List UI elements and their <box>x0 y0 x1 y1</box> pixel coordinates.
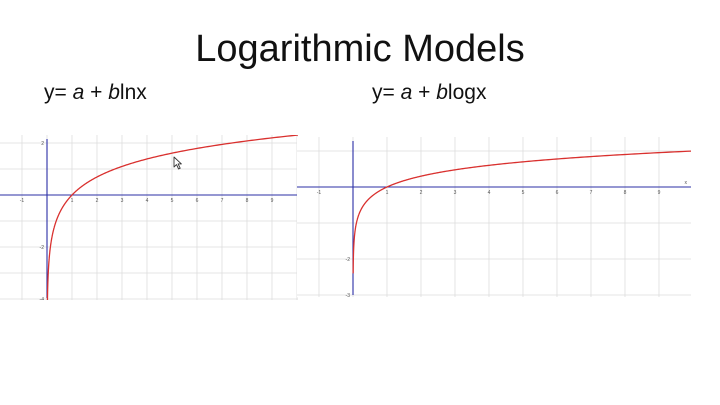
coefficient-b: b <box>108 81 120 104</box>
x-tick-label: 9 <box>658 190 661 196</box>
x-tick-label: 1 <box>386 190 389 196</box>
formula-natural-log: y= a + blnx <box>44 80 147 106</box>
slide-title: Logarithmic Models <box>195 28 525 70</box>
formula-plus: + <box>412 81 437 104</box>
x-tick-label: 9 <box>271 198 274 204</box>
y-tick-label: -4 <box>40 297 45 300</box>
y-tick-label: -3 <box>346 293 351 297</box>
x-tick-label: -1 <box>20 198 25 204</box>
x-tick-label: 6 <box>556 190 559 196</box>
x-tick-label: 5 <box>522 190 525 196</box>
formula-common-log: y= a + blogx <box>372 80 486 106</box>
y-tick-label: 2 <box>41 141 44 147</box>
x-tick-label: 3 <box>121 198 124 204</box>
x-axis-label: x <box>685 180 688 186</box>
log-curve <box>46 135 298 300</box>
x-tick-label: 2 <box>96 198 99 204</box>
x-tick-label: 8 <box>624 190 627 196</box>
y-tick-label: -2 <box>40 245 45 251</box>
log-curve <box>352 150 691 274</box>
y-tick-label: -2 <box>346 257 351 263</box>
formula-prefix: y= <box>44 81 73 104</box>
x-tick-label: 2 <box>420 190 423 196</box>
coefficient-a: a <box>400 81 413 104</box>
ln-graph-svg: -1 1 2 3 4 5 6 7 8 9 -4 -2 2 <box>0 135 298 300</box>
ln-graph: -1 1 2 3 4 5 6 7 8 9 -4 -2 2 <box>0 135 298 300</box>
x-tick-label: 8 <box>246 198 249 204</box>
x-tick-label: 3 <box>454 190 457 196</box>
grid <box>297 137 691 297</box>
grid <box>0 135 298 300</box>
x-tick-label: 6 <box>196 198 199 204</box>
coefficient-a: a <box>72 81 85 104</box>
formula-plus: + <box>84 81 109 104</box>
formula-function: lnx <box>119 81 147 104</box>
formula-function: logx <box>447 81 487 104</box>
x-tick-label: 4 <box>488 190 491 196</box>
coefficient-b: b <box>436 81 448 104</box>
mouse-cursor-icon <box>173 156 182 170</box>
formula-prefix: y= <box>372 81 401 104</box>
x-tick-label: 7 <box>221 198 224 204</box>
x-tick-label: 5 <box>171 198 174 204</box>
x-tick-label: 4 <box>146 198 149 204</box>
x-tick-label: 1 <box>71 198 74 204</box>
x-tick-label: 7 <box>590 190 593 196</box>
x-tick-label: -1 <box>317 190 322 196</box>
